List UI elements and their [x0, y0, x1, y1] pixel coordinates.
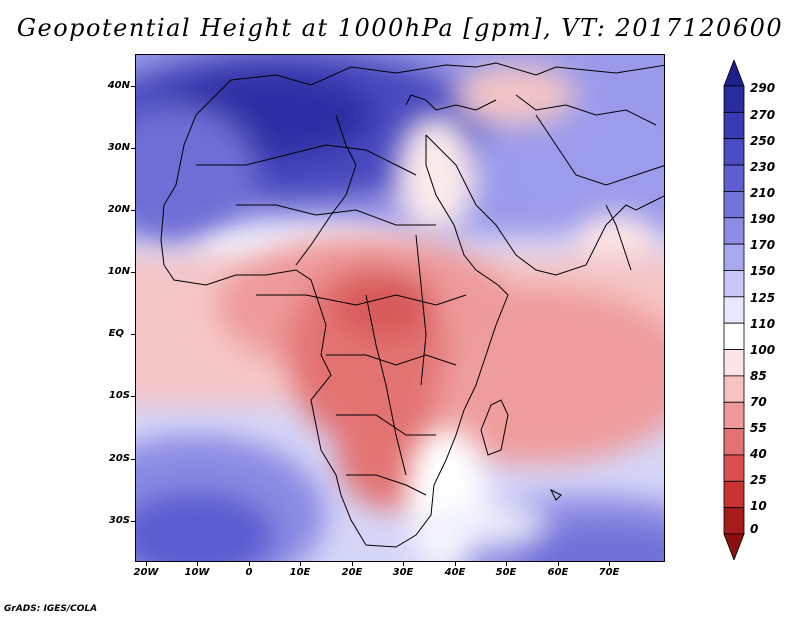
- lat-tick: [131, 521, 135, 522]
- lat-tick: [131, 396, 135, 397]
- color-bar: [723, 60, 745, 560]
- lon-label-0: 0: [245, 567, 253, 578]
- colorbar-label: 40: [750, 447, 767, 461]
- colorbar-label: 150: [750, 264, 776, 278]
- lat-label-40n: 40N: [107, 80, 130, 91]
- lon-tick: [455, 562, 456, 566]
- lon-label-10w: 10W: [184, 567, 210, 578]
- lat-tick: [131, 459, 135, 460]
- colorbar-swatch: [723, 507, 745, 535]
- lon-label-10e: 10E: [289, 567, 311, 578]
- colorbar-swatch: [723, 270, 745, 298]
- colorbar-label: 250: [750, 134, 776, 148]
- colorbar-swatch: [723, 217, 745, 245]
- lon-label-70e: 70E: [598, 567, 620, 578]
- lon-tick: [300, 562, 301, 566]
- colorbar-label: 210: [750, 186, 776, 200]
- colorbar-label: 10: [750, 499, 767, 513]
- map-title: Geopotential Height at 1000hPa [gpm], VT…: [16, 14, 784, 42]
- lat-tick: [131, 210, 135, 211]
- lat-label-30n: 30N: [107, 142, 130, 153]
- colorbar-swatch: [723, 480, 745, 509]
- lat-label-20n: 20N: [107, 204, 130, 215]
- lat-tick: [131, 148, 135, 149]
- colorbar-swatch: [723, 454, 745, 482]
- colorbar-label: 55: [750, 421, 767, 435]
- colorbar-label: 0: [750, 522, 759, 536]
- south-high: [136, 425, 664, 561]
- lat-tick: [131, 86, 135, 87]
- colorbar-label: 25: [750, 473, 767, 487]
- colorbar-swatch: [723, 164, 745, 192]
- lon-tick: [352, 562, 353, 566]
- lon-label-20e: 20E: [341, 567, 363, 578]
- lon-label-40e: 40E: [444, 567, 466, 578]
- colorbar-label: 270: [750, 108, 776, 122]
- colorbar-bottom-arrow: [723, 533, 745, 560]
- lon-label-50e: 50E: [495, 567, 517, 578]
- colorbar-swatch: [723, 375, 745, 403]
- lon-label-20w: 20W: [133, 567, 159, 578]
- coastlines: [160, 62, 664, 548]
- colorbar-label: 190: [750, 212, 776, 226]
- colorbar-swatch: [723, 85, 745, 113]
- map-plot-area: [135, 54, 665, 562]
- colorbar-label: 70: [750, 395, 767, 409]
- colorbar-swatch: [723, 111, 745, 140]
- lat-label-10s: 10S: [108, 390, 130, 401]
- lon-label-30e: 30E: [392, 567, 414, 578]
- lon-tick: [249, 562, 250, 566]
- colorbar-swatch: [723, 349, 745, 377]
- colorbar-label: 110: [750, 317, 776, 331]
- colorbar-label: 100: [750, 343, 776, 357]
- colorbar-swatch: [723, 138, 745, 166]
- lat-label-eq: EQ: [108, 328, 124, 339]
- lon-tick: [146, 562, 147, 566]
- lat-tick: [131, 334, 135, 335]
- lon-tick: [609, 562, 610, 566]
- colorbar-swatch: [723, 296, 745, 324]
- colorbar-swatch: [723, 191, 745, 219]
- colorbar-label: 125: [750, 291, 776, 305]
- colorbar-swatch: [723, 243, 745, 271]
- lat-label-30s: 30S: [108, 515, 130, 526]
- north-high-belt: [136, 55, 664, 245]
- colorbar-label: 290: [750, 81, 776, 95]
- lon-tick: [403, 562, 404, 566]
- colorbar-label: 230: [750, 160, 776, 174]
- lat-label-20s: 20S: [108, 453, 130, 464]
- colorbar-swatch: [723, 322, 745, 350]
- colorbar-label: 85: [750, 369, 767, 383]
- colorbar-swatch: [723, 428, 745, 456]
- lon-tick: [197, 562, 198, 566]
- colorbar-label: 170: [750, 238, 776, 252]
- height-field-map: [136, 55, 664, 561]
- lon-tick: [506, 562, 507, 566]
- grads-credit: GrADS: IGES/COLA: [4, 604, 98, 614]
- lon-tick: [558, 562, 559, 566]
- lat-label-10n: 10N: [107, 266, 130, 277]
- lon-label-60e: 60E: [547, 567, 569, 578]
- colorbar-swatch: [723, 401, 745, 429]
- lat-tick: [131, 272, 135, 273]
- colorbar-top-arrow: [723, 60, 745, 87]
